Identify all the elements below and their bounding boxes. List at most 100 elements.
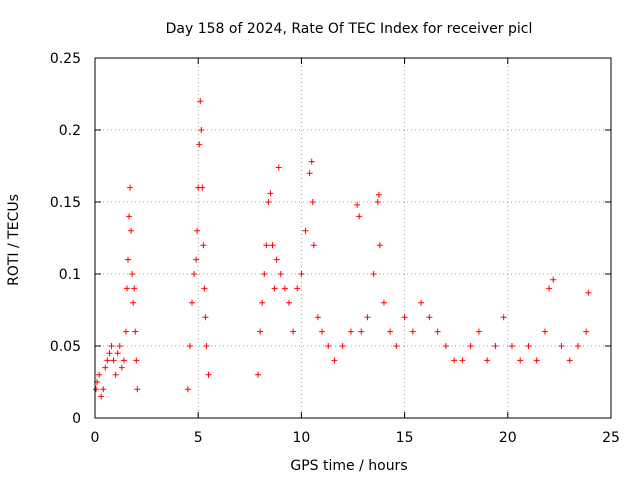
data-point — [203, 343, 210, 349]
data-point — [108, 343, 115, 349]
data-point — [533, 357, 540, 364]
data-point — [525, 343, 532, 349]
data-point — [132, 328, 139, 335]
data-point — [110, 357, 117, 364]
data-point — [106, 350, 113, 357]
data-point — [134, 386, 141, 393]
data-point — [200, 242, 207, 249]
data-point — [130, 299, 137, 306]
data-point — [319, 328, 326, 335]
data-point — [286, 299, 293, 306]
data-point — [354, 201, 361, 208]
chart-title: Day 158 of 2024, Rate Of TEC Index for r… — [166, 21, 533, 37]
data-point — [265, 199, 272, 205]
data-point — [566, 357, 573, 364]
y-tick-label: 0.25 — [50, 51, 81, 67]
data-point — [275, 164, 282, 171]
data-point — [98, 393, 105, 400]
data-point — [331, 357, 338, 364]
data-point — [127, 184, 134, 191]
plot-frame — [94, 57, 612, 419]
data-point — [189, 299, 196, 306]
data-point — [364, 314, 371, 321]
x-tick-label: 20 — [499, 430, 517, 446]
data-point — [96, 371, 103, 378]
data-point — [467, 343, 474, 349]
data-point — [347, 328, 354, 335]
data-point — [541, 328, 548, 335]
data-point — [271, 285, 278, 292]
data-point — [500, 314, 507, 321]
data-point — [257, 328, 264, 335]
data-point — [434, 328, 441, 335]
data-point — [126, 213, 133, 220]
data-point — [193, 256, 200, 263]
data-point — [196, 141, 203, 148]
data-point — [120, 357, 127, 364]
data-point — [186, 343, 193, 349]
data-point — [585, 289, 592, 296]
data-point — [102, 364, 109, 371]
data-point — [100, 386, 107, 393]
data-point — [387, 328, 394, 335]
data-point — [197, 98, 204, 105]
x-tick-label: 5 — [194, 430, 203, 446]
data-point — [255, 371, 262, 378]
data-point — [358, 328, 365, 335]
data-point — [290, 328, 297, 335]
data-point — [205, 371, 212, 378]
data-point — [116, 343, 123, 349]
data-point — [129, 271, 136, 277]
data-point — [451, 357, 458, 364]
x-axis-label: GPS time / hours — [290, 458, 407, 474]
data-point — [93, 386, 100, 393]
data-point — [370, 271, 377, 277]
data-points — [93, 98, 592, 400]
y-tick-label: 0 — [72, 411, 81, 427]
data-point — [294, 285, 301, 292]
data-point — [123, 285, 130, 292]
x-tick-label: 10 — [292, 430, 310, 446]
data-point — [374, 199, 381, 205]
data-point — [104, 357, 111, 364]
data-point — [356, 213, 363, 220]
y-tick-label: 0.1 — [59, 267, 81, 283]
data-point — [426, 314, 433, 321]
data-point — [202, 314, 209, 321]
data-point — [201, 285, 208, 292]
data-point — [314, 314, 321, 321]
data-point — [517, 357, 524, 364]
data-point — [133, 357, 140, 364]
data-point — [277, 271, 284, 277]
data-point — [508, 343, 515, 349]
data-point — [298, 271, 305, 277]
x-tick-label: 25 — [602, 430, 620, 446]
data-point — [459, 357, 466, 364]
data-point — [375, 191, 382, 198]
data-point — [492, 343, 499, 349]
axis-ticks: 0 5 10 15 20 25 0 0.05 0.1 0.15 0.2 0.25 — [50, 51, 620, 446]
grid-lines — [95, 58, 611, 418]
data-point — [418, 299, 425, 306]
data-point — [339, 343, 346, 349]
data-point — [194, 227, 201, 234]
data-point — [191, 271, 198, 277]
data-point — [380, 299, 387, 306]
data-point — [131, 285, 138, 292]
data-point — [114, 350, 121, 357]
data-point — [184, 386, 191, 393]
data-point — [310, 242, 317, 249]
data-point — [122, 328, 129, 335]
data-point — [128, 227, 135, 234]
data-point — [475, 328, 482, 335]
data-point — [309, 199, 316, 205]
data-point — [306, 170, 313, 177]
data-point — [261, 271, 268, 277]
data-point — [267, 190, 274, 197]
data-point — [393, 343, 400, 349]
data-point — [269, 242, 276, 249]
data-point — [281, 285, 288, 292]
y-tick-label: 0.05 — [50, 339, 81, 355]
